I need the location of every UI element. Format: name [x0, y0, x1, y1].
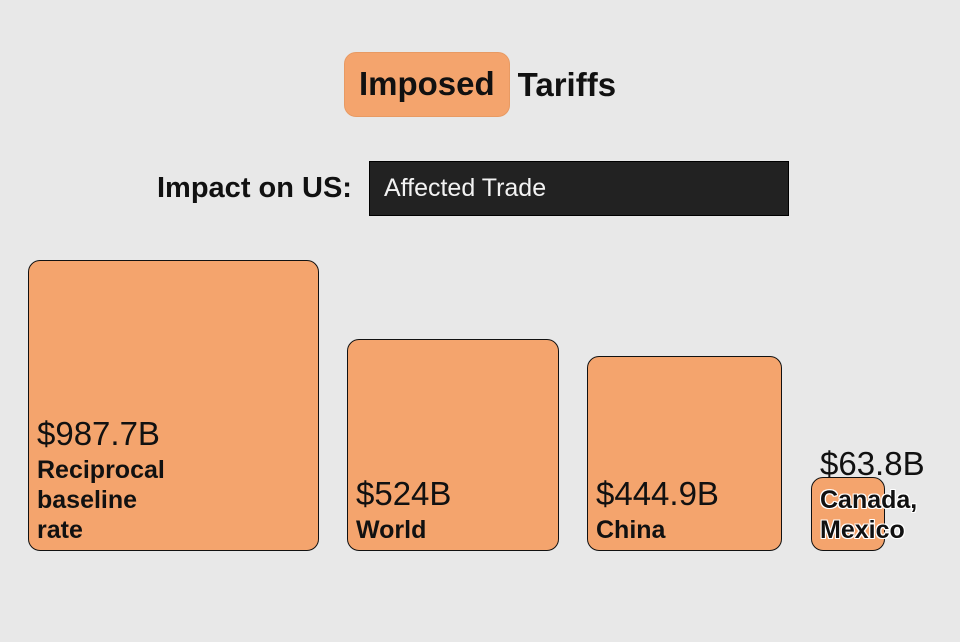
category-label: Canada, Mexico	[820, 486, 918, 544]
title-rest: Tariffs	[517, 65, 617, 103]
value-label: $524B	[356, 475, 452, 512]
category-label: World	[356, 516, 427, 544]
value-label: $987.7B	[37, 415, 160, 452]
category-label: China	[596, 516, 666, 544]
bar-square[interactable]	[587, 356, 782, 551]
chart-title: Imposed Tariffs	[0, 52, 960, 117]
impact-label: Impact on US:	[157, 172, 352, 204]
impact-select-value: Affected Trade	[383, 174, 547, 202]
category-label: Reciprocal baseline rate	[37, 456, 165, 544]
bar-square[interactable]	[28, 260, 319, 551]
impact-select[interactable]: Affected Trade	[368, 161, 789, 216]
bar-square[interactable]	[347, 339, 559, 551]
title-highlight-pill[interactable]: Imposed	[343, 52, 510, 117]
impact-control: Impact on US: Affected Trade	[157, 161, 789, 216]
bar-square[interactable]	[811, 477, 885, 551]
value-label: $63.8B	[820, 445, 925, 482]
value-label: $444.9B	[596, 475, 719, 512]
